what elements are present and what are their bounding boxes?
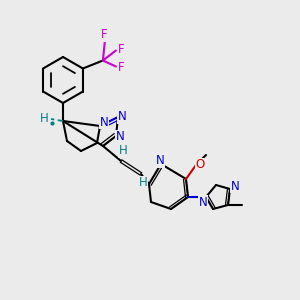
Text: N: N (231, 179, 239, 193)
Text: F: F (118, 43, 124, 56)
Text: F: F (100, 28, 107, 41)
Text: H: H (118, 145, 127, 158)
Text: N: N (199, 196, 207, 208)
Text: H: H (139, 176, 147, 190)
Text: N: N (156, 154, 164, 167)
Text: N: N (116, 130, 124, 143)
Text: H: H (40, 112, 48, 124)
Text: O: O (195, 158, 205, 172)
Text: N: N (118, 110, 126, 124)
Text: N: N (100, 116, 108, 128)
Text: F: F (118, 61, 124, 74)
